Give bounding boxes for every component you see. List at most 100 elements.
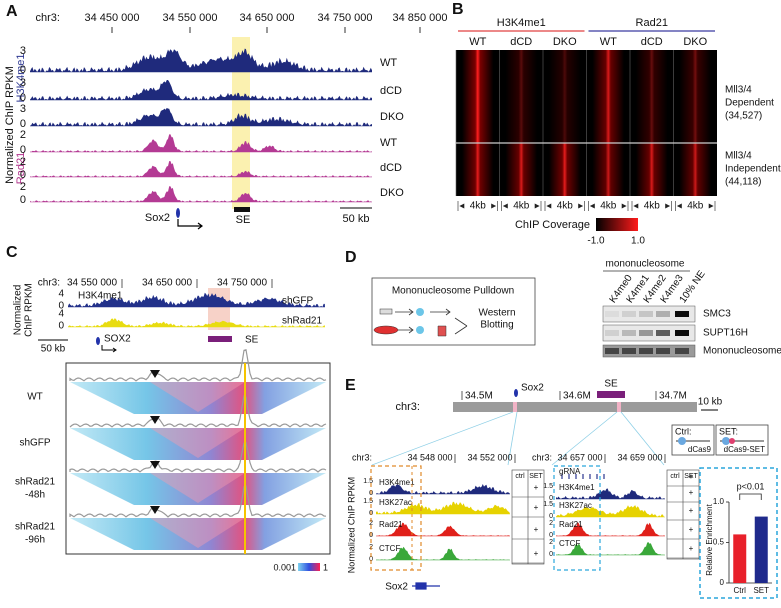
bead-icon (416, 326, 424, 334)
condition-label: -48h (25, 490, 45, 501)
condition-label: WT (27, 392, 43, 403)
element-label: SE (604, 379, 618, 390)
schematic-arrows (395, 308, 468, 335)
chrom-label: chr3: (36, 12, 60, 24)
track-min: 0 (20, 194, 26, 206)
coordinate: 34 450 000 (84, 12, 139, 24)
y-axis-title: Relative Enrichment (705, 503, 714, 575)
locus-marker (617, 402, 621, 412)
panel-label: C (6, 244, 18, 261)
significance-bracket (739, 493, 762, 500)
blot-panel (602, 305, 696, 323)
bead-icon (416, 308, 424, 316)
coordinate: 34.7M (659, 391, 687, 402)
mark-label: Rad21 (15, 152, 27, 184)
chrom-label: chr3: (352, 452, 372, 462)
coordinate: 34.5M (465, 391, 493, 402)
set-icon (729, 438, 735, 444)
blot-label: SMC3 (703, 309, 731, 320)
region-box (553, 465, 601, 571)
group-label: Rad21 (636, 17, 668, 29)
signal-track (30, 134, 372, 152)
panel-label: E (345, 377, 356, 394)
x-tick-label: Ctrl (734, 586, 747, 595)
window-bracket (675, 201, 716, 211)
track-max: 3 (20, 45, 26, 57)
gene-marker (96, 337, 100, 345)
heatmap-stripe (549, 143, 581, 196)
heatmap-stripe (679, 143, 711, 196)
column-label: SET (529, 473, 543, 480)
lane-label: 10% NE (678, 269, 708, 306)
blot-band (656, 311, 670, 317)
signal-track (68, 292, 325, 307)
y-axis-title: Normalized ChIP RPKM (4, 66, 16, 184)
track-max: 2 (549, 539, 553, 546)
track-min: 0 (549, 513, 553, 520)
region-box (370, 465, 422, 571)
track-min: 0 (549, 551, 553, 558)
schematic-title: Mononucleosome Pulldown (392, 286, 514, 297)
signal-track (556, 488, 665, 499)
track-name: CTCF (379, 544, 400, 553)
coordinate: 34 650 000 (142, 278, 192, 289)
scale-label: 50 kb (343, 213, 370, 225)
chrom-label: chr3: (532, 452, 552, 462)
window-label: 4kb (513, 201, 530, 212)
signal-track (376, 546, 510, 560)
row-count: (34,527) (725, 111, 762, 122)
heatmap-stripe (592, 50, 624, 143)
mark-label: H3K4me1 (78, 291, 123, 302)
dcas9-icon (722, 437, 730, 445)
annotation: p<0.01 (737, 481, 765, 491)
track-name: shRad21 (282, 316, 322, 327)
track-min: 0 (549, 532, 553, 539)
heatmap-stripe (505, 50, 537, 143)
track-max: 1.5 (363, 478, 373, 485)
loop-arrowhead (150, 416, 160, 424)
condition-mark: + (689, 544, 694, 553)
window-bracket (631, 201, 672, 211)
signal-track (30, 107, 372, 126)
column-label: ctrl (670, 473, 680, 480)
track-name: Rad21 (559, 520, 583, 529)
condition-mark: + (689, 488, 694, 497)
coordinate: 34 750 000 (317, 12, 372, 24)
track-max: 1.5 (543, 501, 553, 508)
track-name: WT (380, 57, 397, 69)
heatmap-stripe (462, 143, 494, 196)
signal-track (556, 542, 665, 555)
contact-profile (69, 395, 327, 428)
y-axis-title: Normalized (13, 285, 24, 336)
heatmap-stripe (679, 50, 711, 143)
column-label: dCD (510, 36, 532, 48)
coordinate: 34 550 000 (67, 278, 117, 289)
dish-icon (373, 325, 399, 335)
track-min: 0 (549, 495, 553, 502)
hic-inner (150, 473, 245, 503)
contact-profile (69, 441, 327, 473)
blot-band (675, 330, 689, 336)
heatmap-stripe (549, 50, 581, 143)
chrom-label: chr3: (396, 401, 420, 413)
window-bracket (457, 201, 498, 211)
colorbar-tick: 1 (323, 562, 328, 572)
construct-name: dCas9-SET (724, 445, 765, 454)
blot-band (639, 348, 653, 354)
blot-panel (602, 324, 696, 342)
coordinate: 34 550 000 (162, 12, 217, 24)
hic-frame (65, 362, 331, 555)
column-label: WT (469, 36, 486, 48)
track-min: 0 (20, 169, 26, 181)
column-label: dCD (641, 36, 663, 48)
track-name: DKO (380, 187, 404, 199)
hic-map (70, 382, 326, 414)
y-axis-title: ChIP RPKM (24, 283, 35, 337)
gene-marker (176, 208, 180, 218)
scale-label: 50 kb (41, 344, 66, 355)
track-min: 0 (20, 92, 26, 104)
y-tick-label: 0 (720, 578, 725, 587)
blot-label: Mononucleosome (703, 346, 781, 357)
track-name: dCD (380, 85, 402, 97)
